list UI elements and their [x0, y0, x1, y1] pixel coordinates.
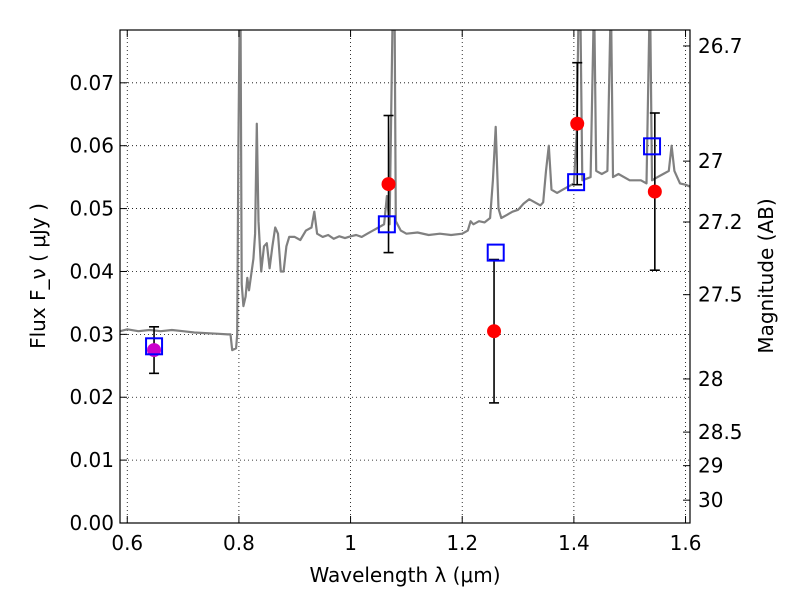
observed-point: [381, 177, 396, 192]
model-photometry-square: [567, 173, 586, 192]
y-tick-label: 0.06: [69, 134, 114, 158]
y-axis-label: Flux F_ν ( μJy ): [26, 203, 50, 349]
template-spectrum: [120, 30, 690, 352]
model-photometry-square: [643, 137, 662, 156]
y2-tick-label: 30: [698, 488, 723, 512]
grid: [120, 30, 690, 524]
model-photometry-square: [486, 243, 505, 262]
x-axis-label: Wavelength λ (μm): [309, 563, 500, 587]
y2-tick-label: 27.5: [698, 283, 743, 307]
y-tick-labels: 0.00 0.01 0.02 0.03 0.04 0.05 0.06 0.07: [69, 71, 114, 535]
observed-points: [147, 116, 662, 358]
y2-axis-label: Magnitude (AB): [754, 198, 778, 353]
model-photometry-square: [377, 215, 396, 234]
y-tick-label: 0.07: [69, 71, 114, 95]
y2-tick-label: 26.7: [698, 34, 743, 58]
x-tick-label: 1: [344, 531, 357, 555]
ticks: [120, 30, 690, 524]
y-tick-label: 0.00: [69, 511, 114, 535]
model-photometry-square: [145, 337, 164, 356]
x-tick-label: 1.4: [558, 531, 590, 555]
model-photometry-points: [145, 137, 662, 356]
y2-tick-label: 28: [698, 367, 723, 391]
y-tick-label: 0.03: [69, 322, 114, 346]
plot-frame: [119, 29, 691, 524]
x-tick-label: 1.6: [670, 531, 702, 555]
y2-tick-label: 27.2: [698, 210, 743, 234]
y2-tick-label: 28.5: [698, 420, 743, 444]
y-tick-label: 0.01: [69, 448, 114, 472]
observed-point: [570, 116, 585, 131]
y2-tick-labels: 26.7 27 27.2 27.5 28 28.5 29 30: [698, 34, 743, 512]
y2-tick-label: 27: [698, 149, 723, 173]
x-tick-label: 0.8: [223, 531, 255, 555]
y-tick-label: 0.02: [69, 385, 114, 409]
x-tick-label: 0.6: [111, 531, 143, 555]
y2-tick-label: 29: [698, 454, 723, 478]
y-tick-label: 0.04: [69, 259, 114, 283]
observed-point: [647, 184, 662, 199]
spectrum-line: [120, 30, 690, 352]
observed-point: [487, 324, 502, 339]
x-tick-labels: 0.6 0.8 1 1.2 1.4 1.6: [111, 531, 701, 555]
y-tick-label: 0.05: [69, 197, 114, 221]
x-tick-label: 1.2: [446, 531, 478, 555]
